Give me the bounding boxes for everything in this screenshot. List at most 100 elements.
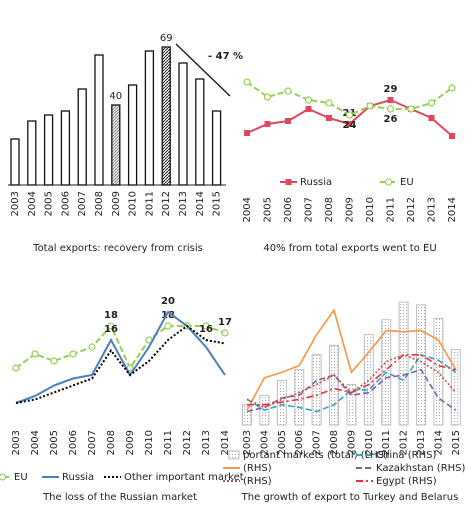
series-line — [247, 354, 456, 406]
bar — [43, 114, 54, 186]
value-label: 18 — [104, 310, 118, 321]
bar — [127, 84, 138, 186]
marker — [107, 322, 115, 330]
marker — [325, 99, 333, 107]
bar — [311, 354, 322, 426]
marker — [345, 111, 354, 119]
bar — [144, 50, 155, 186]
marker — [50, 357, 58, 365]
series-line — [246, 308, 457, 411]
marker — [12, 364, 20, 372]
x-tick-label: 2014 — [220, 430, 231, 455]
x-tick-label: 2004 — [30, 430, 41, 455]
marker — [88, 343, 96, 351]
legend-label: (RHS) — [243, 463, 272, 474]
bar — [211, 110, 222, 186]
marker — [326, 115, 332, 121]
caption: Total exports: recovery from crisis — [32, 243, 203, 254]
legend-label: Kazakhstan (RHS) — [376, 463, 466, 474]
x-tick-label: 2004 — [259, 430, 270, 455]
legend-marker — [285, 179, 292, 185]
caption: The growth of export to Turkey and Belar… — [241, 492, 459, 503]
x-tick-label: 2006 — [294, 430, 305, 455]
x-tick-label: 2010 — [128, 191, 139, 216]
x-tick-label: 2007 — [87, 430, 98, 455]
x-tick-label: 2004 — [242, 197, 253, 222]
value-label: 18 — [161, 310, 175, 321]
x-tick-label: 2009 — [125, 430, 136, 455]
x-tick-label: 2011 — [163, 430, 174, 455]
x-tick-label: 2006 — [68, 430, 79, 455]
x-tick-label: 2012 — [399, 430, 410, 455]
legend-label: portant markets (total) (LHS) — [243, 450, 388, 461]
x-tick-label: 2011 — [144, 191, 155, 216]
bar — [27, 120, 37, 186]
value-label: 20 — [161, 296, 175, 307]
value-label: 16 — [104, 324, 118, 335]
bar — [450, 348, 461, 426]
value-label: 24 — [343, 120, 357, 131]
series-line — [246, 353, 457, 413]
bar — [346, 384, 357, 426]
bar — [242, 404, 252, 426]
legend-label: Egypt (RHS) — [376, 476, 437, 487]
marker — [305, 106, 312, 112]
x-tick-label: 2003 — [11, 430, 22, 455]
x-tick-label: 2008 — [324, 197, 335, 222]
bar — [398, 301, 409, 426]
value-label: 40 — [109, 91, 122, 102]
legend-marker — [385, 178, 392, 186]
marker — [263, 93, 272, 101]
legend-label: Russia — [300, 177, 332, 188]
legend-label: China (RHS) — [376, 450, 436, 461]
value-label: 69 — [160, 33, 173, 44]
bar — [94, 54, 104, 186]
x-tick-label: 2010 — [364, 430, 375, 455]
x-tick-label: 2003 — [242, 430, 253, 455]
bar — [416, 304, 426, 426]
marker — [264, 121, 271, 127]
x-tick-label: 2008 — [106, 430, 117, 455]
x-tick-label: 2012 — [182, 430, 193, 455]
marker — [387, 97, 394, 103]
x-tick-label: 2013 — [201, 430, 212, 455]
marker — [69, 350, 77, 358]
x-tick-label: 2012 — [406, 197, 417, 222]
bar — [161, 46, 171, 186]
x-tick-label: 2006 — [283, 197, 294, 222]
x-tick-label: 2013 — [178, 191, 189, 216]
marker — [448, 84, 456, 92]
x-tick-label: 2011 — [386, 197, 397, 222]
x-tick-label: 2004 — [27, 191, 38, 216]
marker — [221, 329, 229, 337]
x-tick-label: 2005 — [44, 191, 55, 216]
series-line — [15, 324, 226, 404]
x-tick-label: 2009 — [345, 197, 356, 222]
marker — [386, 105, 395, 113]
marker — [449, 133, 455, 139]
marker — [31, 350, 39, 358]
x-tick-label: 2005 — [277, 430, 288, 455]
x-tick-label: 2007 — [304, 197, 315, 222]
bar — [10, 138, 20, 186]
legend-label: EU — [400, 177, 414, 188]
legend-swatch — [228, 450, 240, 460]
bar — [178, 62, 188, 186]
marker — [285, 118, 291, 124]
x-tick-label: 2013 — [416, 430, 427, 455]
x-tick-label: 2008 — [329, 430, 340, 455]
x-tick-label: 2009 — [111, 191, 122, 216]
marker — [407, 105, 415, 113]
series-line — [246, 368, 457, 413]
x-tick-label: 2010 — [144, 430, 155, 455]
value-label: 17 — [218, 317, 232, 328]
marker — [428, 115, 435, 121]
value-label: 16 — [199, 324, 213, 335]
bar — [60, 110, 71, 186]
x-tick-label: 2003 — [10, 191, 21, 216]
bar — [363, 334, 374, 426]
x-tick-label: 2015 — [451, 430, 462, 455]
legend-label: EU — [14, 472, 28, 483]
x-tick-label: 2015 — [212, 191, 223, 216]
